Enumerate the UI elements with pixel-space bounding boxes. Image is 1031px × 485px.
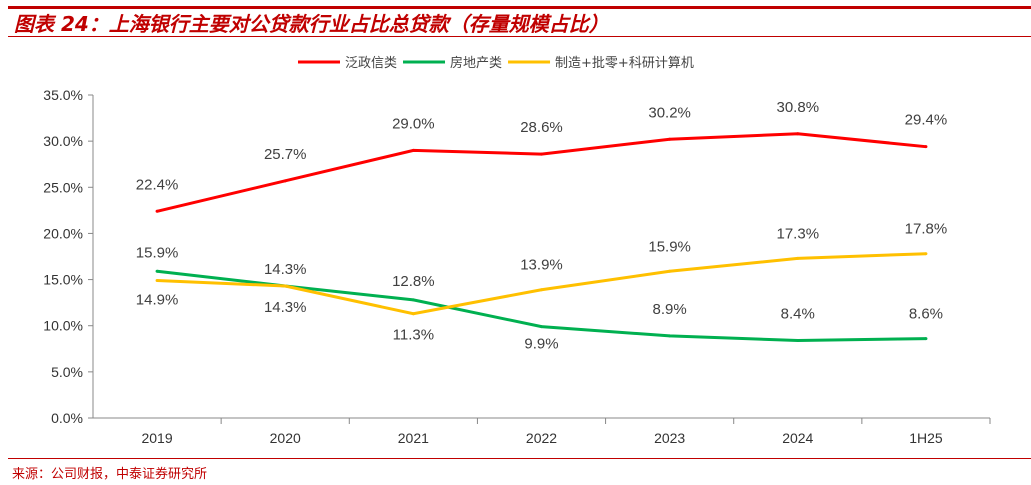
top-rule (8, 6, 1031, 9)
data-point (155, 278, 159, 282)
data-label: 17.3% (777, 225, 820, 242)
data-label: 30.8% (777, 99, 820, 116)
data-label: 15.9% (136, 244, 179, 261)
data-label: 9.9% (524, 336, 558, 353)
data-point (155, 209, 159, 213)
x-tick-label: 2022 (526, 430, 557, 446)
data-point (540, 152, 543, 156)
y-tick-label: 0.0% (51, 410, 83, 426)
x-tick-label: 1H25 (909, 430, 943, 446)
data-point (924, 145, 928, 149)
data-point (668, 137, 672, 141)
y-tick-label: 5.0% (51, 364, 83, 380)
line-chart: 0.0% 5.0% 10.0% 15.0% 20.0% 25.0% 30.0% 35.0% 20… (43, 55, 991, 446)
legend-label-1: 房地产类 (450, 55, 502, 71)
data-point (411, 148, 415, 152)
data-label: 29.4% (905, 112, 948, 129)
data-label: 14.9% (136, 291, 179, 308)
data-label: 14.3% (264, 299, 307, 316)
data-label: 17.8% (905, 221, 948, 238)
y-tick-label: 10.0% (43, 318, 83, 334)
source-note: 来源：公司财报，中泰证券研究所 (12, 467, 208, 482)
data-label: 25.7% (264, 146, 307, 163)
legend-label-2: 制造+批零+科研计算机 (555, 56, 694, 71)
data-label: 12.8% (392, 273, 435, 290)
y-tick-label: 35.0% (43, 87, 83, 103)
y-tick-label: 25.0% (43, 179, 83, 195)
data-point (668, 269, 672, 273)
x-tick-label: 2024 (782, 430, 813, 446)
legend-label-0: 泛政信类 (345, 56, 397, 71)
data-point (283, 284, 287, 288)
data-point (540, 325, 543, 329)
data-label: 28.6% (520, 119, 563, 136)
x-tick-label: 2023 (654, 430, 685, 446)
data-point (540, 288, 543, 292)
data-label: 29.0% (392, 115, 435, 132)
data-point (411, 298, 415, 302)
data-label: 14.3% (264, 261, 307, 278)
data-point (924, 252, 928, 256)
data-label: 8.9% (653, 301, 687, 318)
data-point (411, 312, 415, 316)
data-point (668, 334, 672, 338)
chart-title: 图表 24：上海银行主要对公贷款行业占比总贷款（存量规模占比） (14, 12, 609, 36)
y-tick-label: 30.0% (43, 133, 83, 149)
data-label: 8.4% (781, 305, 815, 322)
data-point (283, 179, 287, 183)
x-tick-label: 2020 (270, 430, 301, 446)
y-tick-label: 15.0% (43, 272, 83, 288)
data-label: 13.9% (520, 257, 563, 274)
data-point (796, 338, 800, 342)
data-label: 15.9% (648, 238, 691, 255)
data-label: 8.6% (909, 306, 943, 323)
data-point (796, 256, 800, 260)
data-label: 30.2% (648, 104, 691, 121)
bottom-rule (8, 458, 1031, 459)
data-point (155, 269, 159, 273)
data-point (924, 337, 928, 341)
x-tick-label: 2019 (141, 430, 172, 446)
data-label: 22.4% (136, 176, 179, 193)
data-point (796, 132, 800, 136)
x-tick-label: 2021 (398, 430, 429, 446)
y-tick-label: 20.0% (43, 225, 83, 241)
data-label: 11.3% (393, 327, 434, 344)
title-rule (8, 36, 1031, 37)
